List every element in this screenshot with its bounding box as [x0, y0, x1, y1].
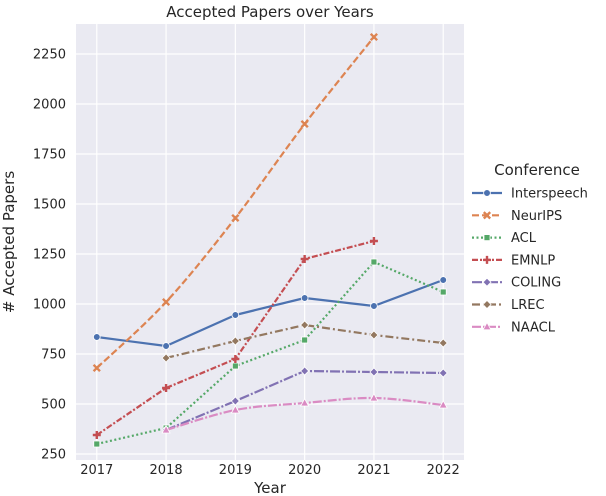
series-naacl — [161, 392, 448, 434]
legend-item-interspeech: Interspeech — [472, 187, 588, 202]
data-point-neurips — [231, 213, 240, 223]
data-point-interspeech — [300, 294, 309, 302]
legend-item-coling: COLING — [472, 276, 561, 291]
legend-item-naacl: NAACL — [472, 320, 556, 335]
series-line-interspeech — [96, 278, 444, 348]
data-point-neurips — [300, 119, 309, 129]
data-point-lrec — [438, 338, 448, 348]
y-tick-label: 250 — [41, 448, 66, 463]
legend-item-lrec: LREC — [472, 298, 545, 313]
data-point-emnlp — [162, 384, 171, 392]
series-layer — [92, 32, 448, 448]
legend-label-lrec: LREC — [511, 298, 545, 313]
data-point-acl — [231, 362, 239, 370]
data-point-naacl — [230, 404, 241, 414]
data-point-naacl — [369, 392, 379, 402]
x-tick-label: 2017 — [80, 463, 113, 478]
chart-title: Accepted Papers over Years — [166, 3, 374, 21]
data-point-neurips — [92, 363, 101, 373]
y-tick-label: 750 — [41, 348, 66, 363]
data-point-emnlp — [231, 355, 240, 363]
series-neurips — [92, 32, 378, 373]
data-point-neurips — [369, 32, 378, 42]
legend-marker-neurips — [482, 211, 492, 220]
legend-marker-naacl — [482, 321, 492, 331]
x-tick-label: 2021 — [357, 463, 390, 478]
x-tick-label: 2019 — [219, 463, 252, 478]
data-point-lrec — [230, 336, 240, 346]
y-tick-label: 2000 — [33, 98, 66, 113]
legend-label-coling: COLING — [511, 276, 561, 291]
legend-label-interspeech: Interspeech — [511, 187, 588, 202]
legend-title: Conference — [494, 161, 580, 179]
data-point-emnlp — [92, 431, 101, 439]
data-point-lrec — [369, 330, 379, 340]
data-point-naacl — [438, 399, 448, 409]
y-tick-label: 500 — [41, 398, 66, 413]
y-axis-label: # Accepted Papers — [0, 171, 18, 313]
x-tick-label: 2018 — [150, 463, 183, 478]
data-point-lrec — [161, 353, 171, 363]
y-tick-label: 1000 — [33, 298, 66, 313]
legend-item-acl: ACL — [472, 231, 537, 246]
data-point-acl — [93, 440, 101, 448]
data-point-coling — [369, 367, 379, 377]
legend-marker-emnlp — [483, 255, 491, 264]
series-emnlp — [92, 237, 378, 439]
legend-marker-acl — [483, 234, 491, 242]
y-tick-label: 1750 — [33, 148, 66, 163]
legend-marker-lrec — [482, 299, 492, 310]
data-point-naacl — [299, 397, 310, 407]
data-point-coling — [300, 366, 310, 376]
series-lrec — [161, 320, 448, 363]
data-point-interspeech — [439, 276, 448, 284]
y-tick-label: 1500 — [33, 198, 66, 213]
y-tick-label: 2250 — [33, 48, 66, 63]
legend: Conference Interspeech NeurIPS ACL EMNLP COL… — [472, 161, 588, 335]
data-point-interspeech — [92, 333, 101, 341]
x-tick-label: 2020 — [288, 463, 321, 478]
series-line-lrec — [165, 323, 444, 360]
tick-labels: 2017 2018 2019 2020 2021 2022 250 500 750 1000 125… — [33, 48, 460, 479]
data-point-coling — [438, 368, 448, 378]
plot-area — [76, 24, 464, 460]
data-point-emnlp — [300, 255, 309, 263]
data-point-interspeech — [162, 342, 170, 350]
data-point-interspeech — [231, 311, 240, 319]
data-point-acl — [370, 258, 378, 266]
legend-marker-interspeech — [483, 189, 491, 197]
data-point-acl — [439, 288, 447, 296]
legend-label-naacl: NAACL — [511, 320, 556, 335]
legend-label-acl: ACL — [511, 231, 537, 246]
x-tick-label: 2022 — [427, 463, 460, 478]
legend-label-neurips: NeurIPS — [511, 209, 562, 224]
series-line-acl — [96, 260, 444, 446]
legend-items: Interspeech NeurIPS ACL EMNLP COLING LREC NAAC… — [472, 187, 588, 335]
data-point-emnlp — [369, 237, 378, 245]
y-tick-label: 1250 — [33, 248, 66, 263]
legend-marker-coling — [482, 277, 492, 287]
x-axis-label: Year — [253, 479, 287, 496]
series-interspeech — [92, 276, 448, 350]
data-point-neurips — [162, 297, 171, 307]
data-point-lrec — [300, 320, 310, 330]
data-point-naacl — [161, 424, 171, 434]
legend-label-emnlp: EMNLP — [511, 253, 555, 268]
legend-item-emnlp: EMNLP — [472, 253, 555, 268]
data-point-acl — [301, 336, 309, 344]
legend-item-neurips: NeurIPS — [472, 209, 562, 224]
data-point-interspeech — [370, 302, 378, 310]
